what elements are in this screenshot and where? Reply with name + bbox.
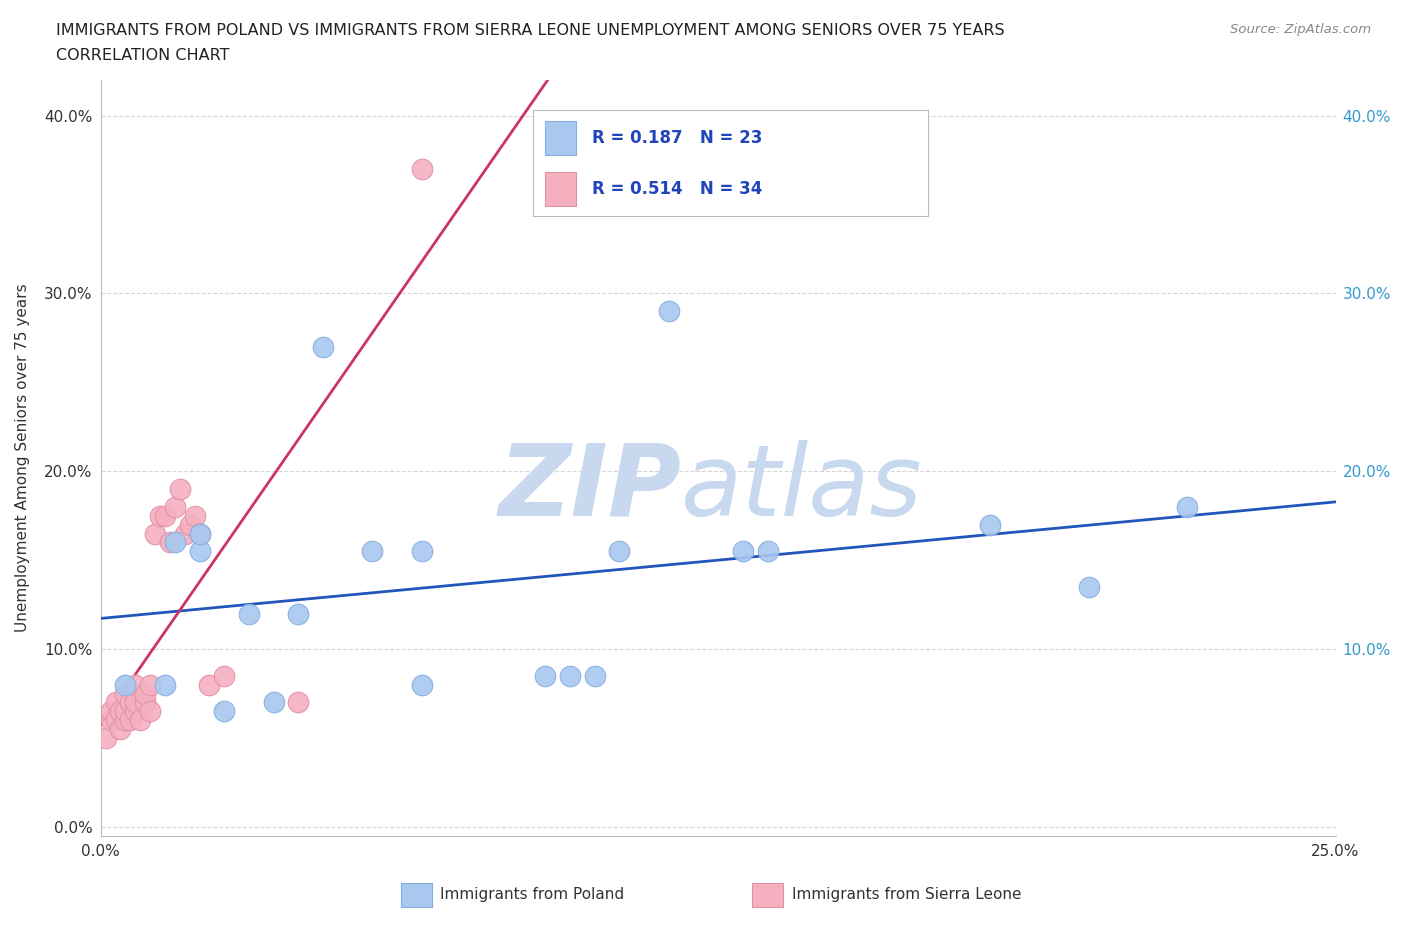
Point xyxy=(153,677,176,692)
Point xyxy=(411,544,433,559)
Text: Immigrants from Sierra Leone: Immigrants from Sierra Leone xyxy=(792,887,1021,902)
Point xyxy=(143,526,166,541)
Point xyxy=(104,712,127,727)
Point xyxy=(756,544,779,559)
Point xyxy=(163,499,186,514)
Point xyxy=(139,677,162,692)
Point xyxy=(120,712,142,727)
Point xyxy=(120,695,142,710)
Point xyxy=(104,695,127,710)
Point xyxy=(94,731,117,746)
Point xyxy=(114,686,136,701)
Point xyxy=(583,669,606,684)
Point xyxy=(658,304,681,319)
Text: Source: ZipAtlas.com: Source: ZipAtlas.com xyxy=(1230,23,1371,36)
Point xyxy=(134,686,156,701)
Point xyxy=(110,704,132,719)
Point xyxy=(124,677,146,692)
Point xyxy=(731,544,754,559)
Point xyxy=(183,509,205,524)
Point xyxy=(534,669,557,684)
Point xyxy=(114,704,136,719)
Point xyxy=(153,509,176,524)
Point xyxy=(188,526,211,541)
Point xyxy=(100,704,122,719)
Point xyxy=(212,669,235,684)
Point xyxy=(169,482,191,497)
Point xyxy=(110,722,132,737)
Point xyxy=(212,704,235,719)
Point xyxy=(124,704,146,719)
Point xyxy=(114,712,136,727)
Text: atlas: atlas xyxy=(681,440,922,537)
Point xyxy=(198,677,221,692)
Point xyxy=(411,677,433,692)
Text: ZIP: ZIP xyxy=(498,440,681,537)
Point xyxy=(100,712,122,727)
Point xyxy=(1177,499,1199,514)
Point xyxy=(149,509,172,524)
Point xyxy=(411,162,433,177)
Point xyxy=(129,712,152,727)
Point xyxy=(124,695,146,710)
Point xyxy=(139,704,162,719)
Text: CORRELATION CHART: CORRELATION CHART xyxy=(56,48,229,63)
Text: Immigrants from Poland: Immigrants from Poland xyxy=(440,887,624,902)
Text: IMMIGRANTS FROM POLAND VS IMMIGRANTS FROM SIERRA LEONE UNEMPLOYMENT AMONG SENIOR: IMMIGRANTS FROM POLAND VS IMMIGRANTS FRO… xyxy=(56,23,1005,38)
Point xyxy=(159,535,181,550)
Point xyxy=(1077,579,1099,594)
Point xyxy=(609,544,631,559)
Point xyxy=(179,517,201,532)
Point xyxy=(361,544,384,559)
Point xyxy=(238,606,260,621)
Point xyxy=(188,544,211,559)
Point xyxy=(188,526,211,541)
Point xyxy=(263,695,285,710)
Y-axis label: Unemployment Among Seniors over 75 years: Unemployment Among Seniors over 75 years xyxy=(15,284,30,632)
Point xyxy=(558,669,581,684)
Point xyxy=(287,606,309,621)
Point xyxy=(173,526,195,541)
Point xyxy=(979,517,1001,532)
Point xyxy=(163,535,186,550)
Point xyxy=(312,339,335,354)
Point xyxy=(134,695,156,710)
Point xyxy=(114,677,136,692)
Point xyxy=(287,695,309,710)
